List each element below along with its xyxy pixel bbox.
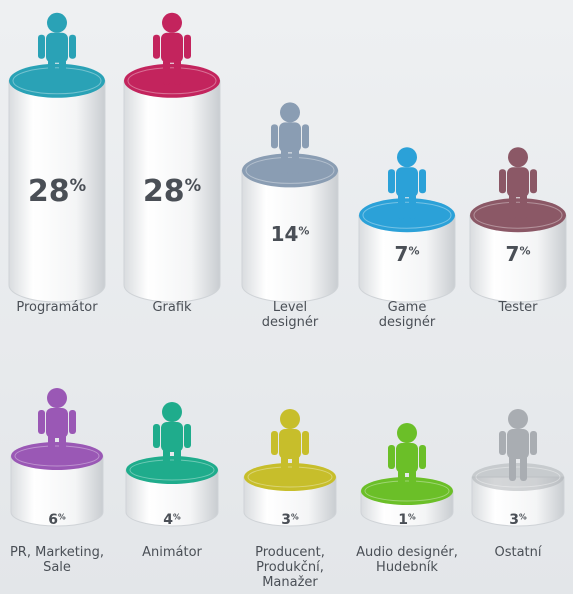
cylinder-top (124, 64, 220, 98)
figure-body (507, 167, 529, 197)
figure-body (161, 33, 183, 63)
cylinder-top (359, 198, 455, 232)
chart: 28%28%14%7%7%6%4%3%1%3% (0, 0, 573, 594)
cylinder-top (470, 198, 566, 232)
figure-body (279, 429, 301, 459)
figure-head (280, 409, 300, 429)
figure-arm (38, 410, 45, 434)
figure-body (507, 429, 529, 459)
category-label: Audio designér, Hudebník (352, 545, 462, 575)
cylinder-top (242, 153, 338, 187)
figure-body (46, 408, 68, 438)
category-label: Game designér (372, 300, 442, 330)
figure-head (280, 102, 300, 122)
figure-arm (419, 445, 426, 469)
category-label: Grafik (117, 300, 227, 315)
figure-arm (184, 424, 191, 448)
figure-body (396, 443, 418, 473)
figure-body (396, 167, 418, 197)
figure-arm (271, 124, 278, 148)
category-label: PR, Marketing, Sale (2, 545, 112, 575)
figure-arm (153, 424, 160, 448)
figure-arm (302, 124, 309, 148)
figure-body (279, 122, 301, 152)
figure-arm (69, 35, 76, 59)
figure-arm (419, 169, 426, 193)
figure-head (397, 423, 417, 443)
cylinder-top (9, 64, 105, 98)
figure-arm (302, 431, 309, 455)
figure-head (47, 388, 67, 408)
figure-arm (530, 431, 537, 455)
category-label: Animátor (117, 545, 227, 560)
figure-arm (530, 169, 537, 193)
figure-arm (271, 431, 278, 455)
figure-head (162, 402, 182, 422)
category-label: Level designér (255, 300, 325, 330)
category-label: Producent, Produkční, Manažer (255, 545, 325, 590)
figure-head (508, 147, 528, 167)
figure-head (397, 147, 417, 167)
figure-arm (499, 169, 506, 193)
figure-arm (69, 410, 76, 434)
figure-arm (184, 35, 191, 59)
category-label: Ostatní (463, 545, 573, 560)
category-label: Tester (463, 300, 573, 315)
figure-head (162, 13, 182, 33)
figure-head (508, 409, 528, 429)
infographic: 28%28%14%7%7%6%4%3%1%3% Programátor Grafi… (0, 0, 573, 594)
figure-arm (388, 169, 395, 193)
figure-arm (388, 445, 395, 469)
figure-head (47, 13, 67, 33)
figure-arm (499, 431, 506, 455)
figure-arm (38, 35, 45, 59)
category-label: Programátor (2, 300, 112, 315)
figure-body (161, 422, 183, 452)
figure-body (46, 33, 68, 63)
figure-arm (153, 35, 160, 59)
